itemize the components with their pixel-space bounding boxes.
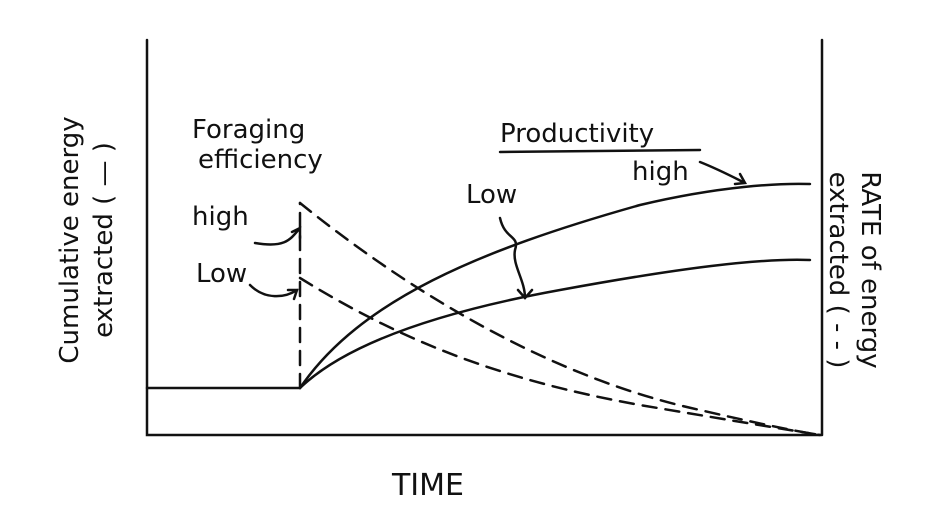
rate-high — [298, 201, 822, 437]
right-axis-label: RATE of energy — [855, 171, 885, 368]
foraging-title: efficiency — [198, 145, 323, 175]
axes — [145, 38, 824, 437]
left-axis-label: Cumulative energy — [55, 116, 85, 363]
arrow-prod-low — [498, 216, 534, 300]
productivity-high: high — [632, 157, 689, 187]
foraging-title: Foraging — [192, 115, 305, 145]
cumulative-low — [298, 258, 812, 390]
arrow-prod-high — [698, 160, 748, 186]
rate-low — [298, 276, 822, 437]
x-axis-label: TIME — [391, 468, 464, 503]
right-axis-label: extracted ( - - ) — [823, 172, 853, 369]
productivity-low: Low — [466, 180, 517, 210]
foraging-low: Low — [196, 259, 247, 289]
cumulative-high — [298, 182, 812, 390]
productivity-title: Productivity — [500, 119, 654, 149]
left-axis-label: extracted ( — ) — [89, 142, 119, 338]
foraging-high: high — [192, 202, 249, 232]
productivity-underline — [498, 148, 702, 154]
arrow-fe-high — [253, 225, 302, 246]
arrow-fe-low — [248, 283, 299, 301]
